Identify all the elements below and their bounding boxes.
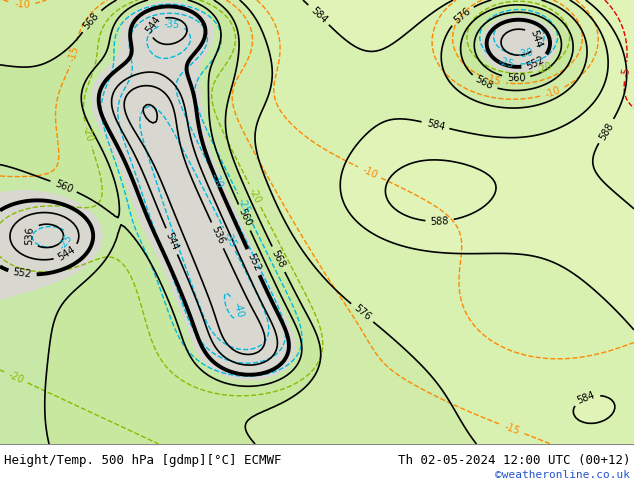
Text: -25: -25 [236, 196, 252, 215]
Text: 552: 552 [245, 251, 262, 273]
Text: -25: -25 [497, 56, 515, 70]
Text: 568: 568 [270, 249, 287, 270]
Text: 544: 544 [143, 14, 162, 35]
Text: -30: -30 [209, 172, 224, 190]
Text: Th 02-05-2024 12:00 UTC (00+12): Th 02-05-2024 12:00 UTC (00+12) [398, 454, 630, 467]
Text: 568: 568 [82, 11, 101, 31]
Text: 536: 536 [24, 226, 35, 245]
Text: Height/Temp. 500 hPa [gdmp][°C] ECMWF: Height/Temp. 500 hPa [gdmp][°C] ECMWF [4, 454, 281, 467]
Text: 560: 560 [236, 207, 253, 228]
Text: -15: -15 [484, 74, 502, 87]
Text: 536: 536 [209, 225, 226, 246]
Text: 552: 552 [12, 268, 32, 280]
Text: -35: -35 [164, 19, 180, 30]
Text: 544: 544 [56, 245, 77, 263]
Text: 584: 584 [576, 390, 597, 406]
Text: -20: -20 [6, 369, 25, 385]
Text: 584: 584 [425, 118, 446, 132]
Text: -35: -35 [221, 230, 238, 248]
Text: 560: 560 [507, 73, 526, 83]
Text: -5: -5 [620, 66, 631, 77]
Text: 568: 568 [474, 74, 495, 92]
Text: ©weatheronline.co.uk: ©weatheronline.co.uk [495, 470, 630, 480]
Text: -40: -40 [231, 301, 245, 318]
Text: 576: 576 [352, 303, 373, 322]
Text: 544: 544 [528, 28, 543, 49]
Text: -30: -30 [517, 47, 534, 60]
Text: -10: -10 [360, 165, 379, 180]
Text: -20: -20 [81, 125, 95, 143]
Text: -10: -10 [14, 0, 30, 9]
Text: -25: -25 [57, 232, 74, 251]
Text: -15: -15 [67, 45, 81, 63]
Text: -20: -20 [536, 60, 554, 76]
Text: 576: 576 [451, 5, 472, 25]
Text: -15: -15 [503, 421, 522, 437]
Text: -10: -10 [543, 85, 562, 100]
Text: 588: 588 [597, 121, 616, 142]
Text: 588: 588 [430, 216, 449, 226]
Text: 560: 560 [53, 178, 74, 195]
Text: 584: 584 [309, 5, 328, 25]
Text: 544: 544 [164, 231, 180, 252]
Text: -20: -20 [247, 186, 263, 205]
Text: 552: 552 [524, 54, 546, 72]
